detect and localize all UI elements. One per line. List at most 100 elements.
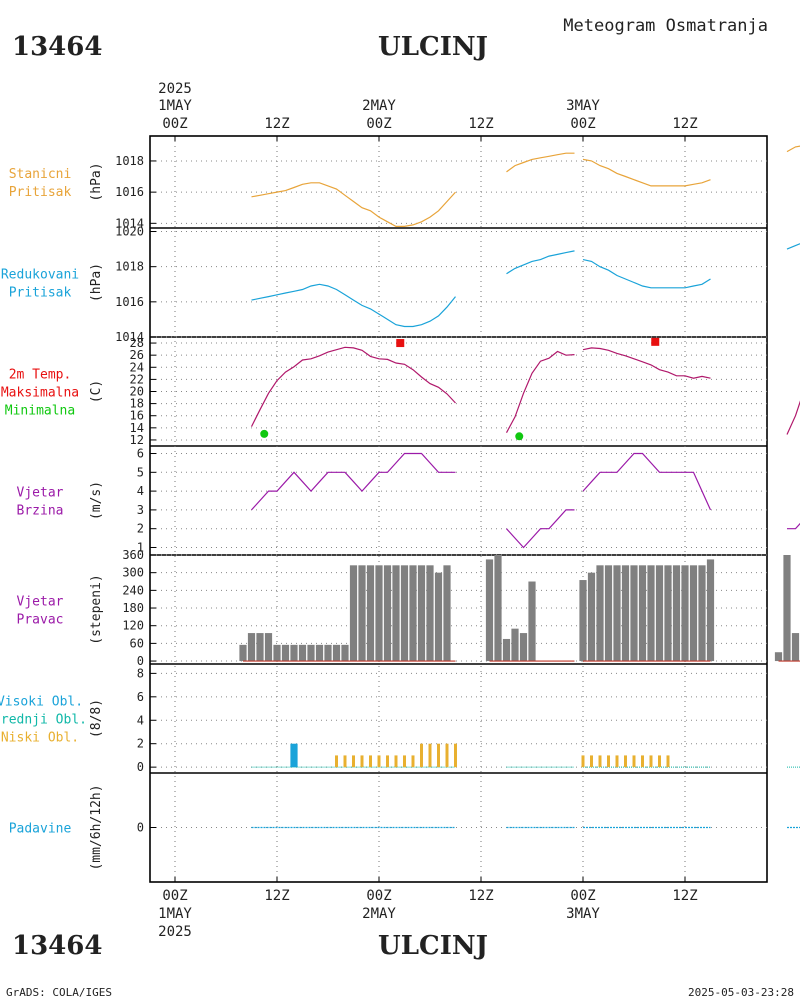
y-tick-label: 6 bbox=[137, 690, 144, 704]
wind-direction-bar bbox=[672, 565, 681, 662]
wind-direction-bar bbox=[587, 572, 596, 662]
bottom-tick-label: 12Z bbox=[672, 888, 697, 904]
max-temp-marker bbox=[396, 339, 405, 348]
y-tick-label: 4 bbox=[137, 484, 144, 498]
bottom-year-label: 2025 bbox=[158, 924, 192, 940]
y-axis-label: (hPa) bbox=[89, 162, 104, 201]
low-cloud-bar bbox=[343, 755, 347, 768]
y-tick-label: 60 bbox=[130, 636, 144, 650]
series-line bbox=[506, 250, 575, 275]
low-cloud-bar bbox=[394, 755, 398, 768]
y-tick-label: 28 bbox=[130, 336, 144, 350]
wind-direction-bar bbox=[264, 633, 273, 662]
wind-direction-bar bbox=[239, 644, 247, 662]
low-cloud-bar bbox=[369, 755, 372, 768]
low-cloud-bar bbox=[335, 755, 338, 768]
series-line bbox=[251, 452, 456, 511]
wind-direction-bar bbox=[256, 633, 264, 662]
y-tick-label: 1020 bbox=[115, 225, 144, 239]
wind-direction-bar bbox=[528, 581, 536, 662]
top-tick-label: 12Z bbox=[672, 116, 697, 132]
wind-direction-bar bbox=[298, 644, 307, 662]
panel-5: Visoki Obl. Srednji Obl. Niski Obl. (8/8) 0 2… bbox=[0, 666, 800, 774]
top-date-label: 1MAY bbox=[158, 98, 192, 114]
panel-6: Padavine (mm/6h/12h) 0 bbox=[9, 784, 800, 871]
station-name-top: ULCINJ bbox=[378, 32, 488, 62]
low-cloud-bar bbox=[360, 755, 364, 768]
wind-direction-bar bbox=[638, 565, 647, 662]
max-temp-marker bbox=[651, 337, 660, 346]
panel-label: Padavine bbox=[9, 822, 72, 837]
wind-direction-bar bbox=[698, 565, 706, 662]
y-tick-label: 1 bbox=[137, 540, 144, 554]
low-cloud-bar bbox=[352, 755, 355, 768]
top-tick-label: 00Z bbox=[570, 116, 595, 132]
footer-right: 2025-05-03-23:28 bbox=[688, 986, 794, 999]
low-cloud-bar bbox=[615, 755, 619, 768]
y-tick-label: 5 bbox=[137, 465, 144, 479]
wind-direction-bar bbox=[290, 644, 298, 662]
series-line bbox=[582, 259, 711, 289]
wind-direction-bar bbox=[324, 644, 332, 662]
series-line bbox=[506, 152, 575, 173]
series-line bbox=[786, 243, 800, 250]
low-cloud-bar bbox=[581, 755, 585, 768]
wind-direction-bar bbox=[655, 565, 664, 662]
bottom-tick-label: 00Z bbox=[162, 888, 187, 904]
panel-label: 2m Temp. bbox=[9, 368, 72, 383]
station-name-bottom: ULCINJ bbox=[378, 931, 488, 961]
y-axis-label: (8/8) bbox=[89, 699, 104, 738]
y-tick-label: 2 bbox=[137, 522, 144, 536]
time-axes: 00Z 00Z 1MAY 1MAY 12Z 12Z 00Z 00Z 2MAY 2MAY 12Z 12Z… bbox=[158, 81, 698, 940]
low-cloud-bar bbox=[403, 755, 406, 768]
wind-direction-bar bbox=[409, 565, 417, 662]
panel-label: Niski Obl. bbox=[1, 731, 79, 746]
panel-4: Vjetar Pravac (stepeni) 0 60 120 180 240 300 360 bbox=[17, 548, 800, 668]
wind-direction-bar bbox=[426, 565, 434, 662]
y-tick-label: 6 bbox=[137, 447, 144, 461]
wind-direction-bar bbox=[664, 565, 672, 662]
wind-direction-bar bbox=[502, 638, 511, 662]
top-tick-label: 00Z bbox=[366, 116, 391, 132]
y-axis-label: (mm/6h/12h) bbox=[89, 784, 104, 870]
y-axis-label: (C) bbox=[89, 380, 104, 403]
series-line bbox=[251, 283, 456, 328]
wind-direction-bar bbox=[443, 565, 451, 662]
y-tick-label: 24 bbox=[130, 360, 144, 374]
y-tick-label: 12 bbox=[130, 433, 144, 447]
wind-direction-bar bbox=[689, 565, 698, 662]
footer-left: GrADS: COLA/IGES bbox=[6, 986, 112, 999]
low-cloud-bar bbox=[386, 755, 389, 768]
subtitle: Meteogram Osmatranja bbox=[563, 16, 768, 36]
y-tick-label: 1016 bbox=[115, 185, 144, 199]
y-tick-label: 8 bbox=[137, 666, 144, 680]
panel-label: Pritisak bbox=[9, 286, 72, 301]
low-cloud-bar bbox=[598, 755, 602, 768]
y-tick-label: 18 bbox=[130, 397, 144, 411]
y-tick-label: 240 bbox=[122, 583, 144, 597]
wind-direction-bar bbox=[706, 559, 715, 662]
top-tick-label: 00Z bbox=[162, 116, 187, 132]
low-cloud-bar bbox=[428, 743, 432, 768]
panel-3: Vjetar Brzina (m/s) 1 2 3 4 5 6 bbox=[17, 447, 800, 554]
y-tick-label: 16 bbox=[130, 409, 144, 423]
low-cloud-bar bbox=[641, 755, 644, 768]
wind-direction-bar bbox=[332, 644, 341, 662]
y-tick-label: 0 bbox=[137, 654, 144, 668]
panel-2: 2m Temp. Maksimalna Minimalna (C) 1214161820… bbox=[1, 336, 800, 447]
wind-direction-bar bbox=[511, 628, 519, 662]
bottom-tick-label: 12Z bbox=[468, 888, 493, 904]
series-line bbox=[786, 145, 800, 153]
bottom-tick-label: 00Z bbox=[570, 888, 595, 904]
wind-direction-bar bbox=[494, 555, 502, 662]
low-cloud-bar bbox=[666, 755, 670, 768]
wind-direction-bar bbox=[366, 565, 375, 662]
y-tick-label: 1018 bbox=[115, 260, 144, 274]
wind-direction-bar bbox=[613, 565, 621, 662]
y-tick-label: 26 bbox=[130, 348, 144, 362]
wind-direction-bar bbox=[579, 580, 587, 662]
y-tick-label: 300 bbox=[122, 566, 144, 580]
wind-direction-bar bbox=[519, 633, 528, 662]
